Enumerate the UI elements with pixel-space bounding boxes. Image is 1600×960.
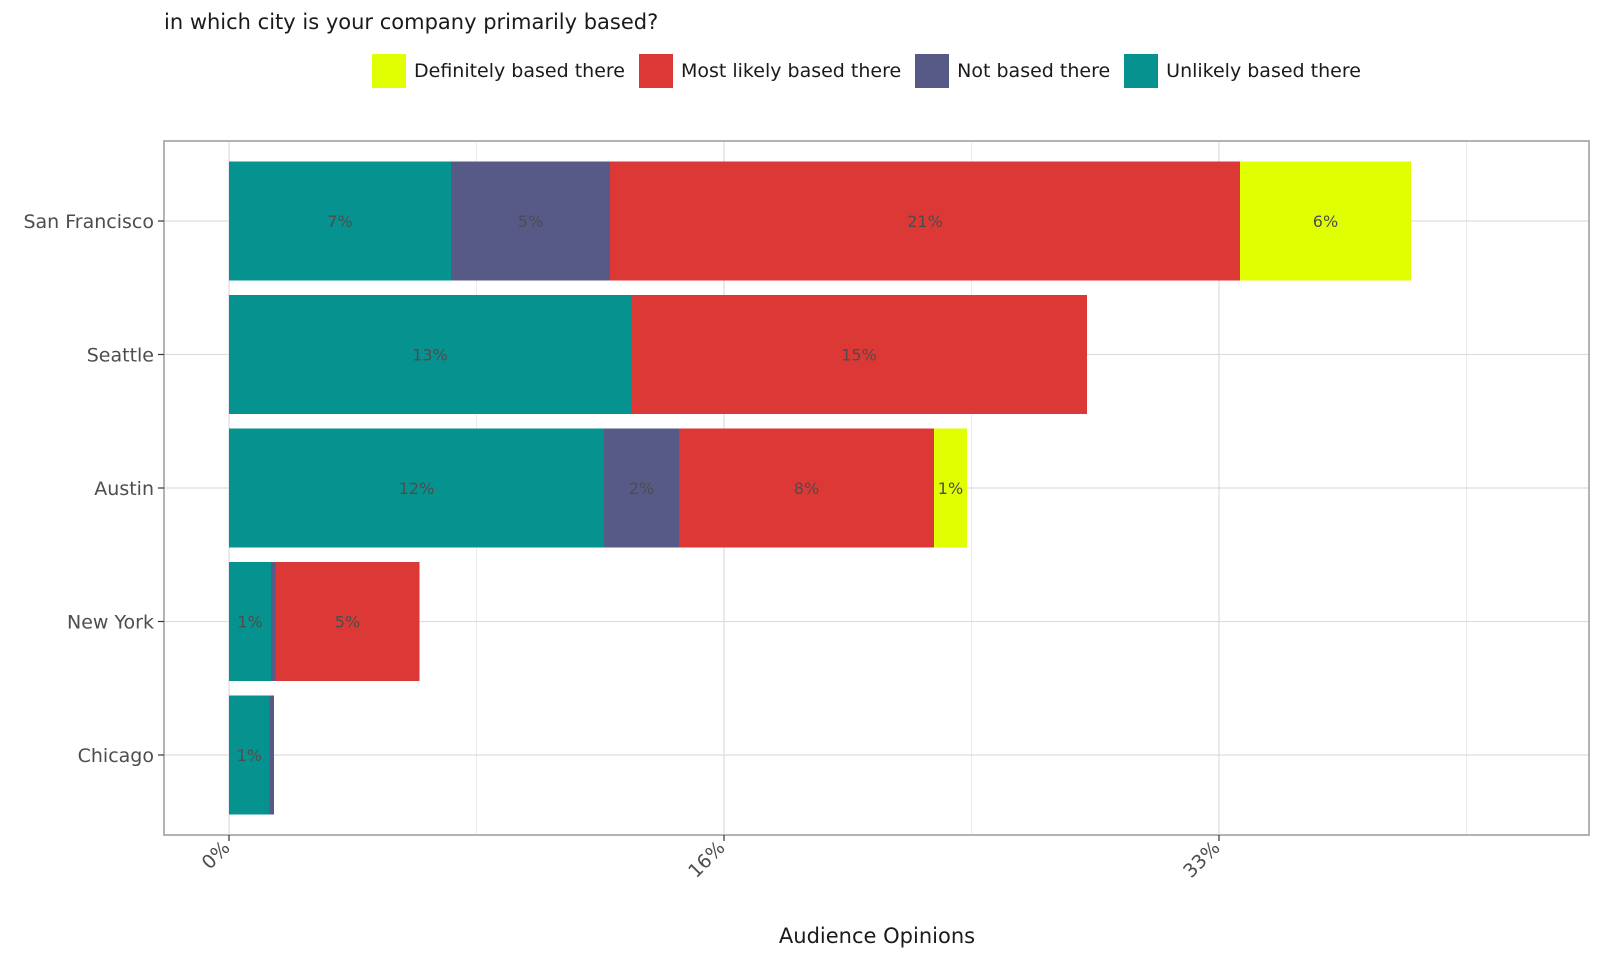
legend-swatch-definitely: [372, 54, 406, 88]
legend-item-not-based: Not based there: [915, 54, 1110, 88]
x-axis-title: Audience Opinions: [779, 924, 975, 948]
bar-label-austin-most-likely-based-there: 8%: [794, 479, 819, 498]
bar-san-francisco-unlikely-based-there: [229, 161, 451, 281]
bar-labels: 7% 5% 21% 6% 13% 15% 12% 2% 8% 1% 1% 5% 1%: [237, 212, 1339, 765]
bar-seattle-most-likely-based-there: [631, 295, 1087, 414]
bar-label-seattle-most-likely-based-there: 15%: [841, 346, 877, 365]
x-axis: 0% 16% 33%: [198, 835, 1225, 882]
chart-title: in which city is your company primarily …: [164, 10, 659, 34]
legend-swatch-most-likely: [638, 54, 673, 88]
y-tick-label-seattle: Seattle: [87, 345, 154, 367]
legend: Definitely based there Most likely based…: [372, 54, 1375, 88]
y-tick-label-chicago: Chicago: [78, 745, 154, 767]
x-tick-label: 16%: [684, 837, 729, 882]
bar-new-york-not-based-there: [271, 562, 276, 681]
legend-label-definitely: Definitely based there: [414, 60, 625, 82]
bar-label-austin-unlikely-based-there: 12%: [399, 479, 435, 498]
legend-swatch-unlikely: [1124, 54, 1159, 88]
bar-new-york-most-likely-based-there: [275, 562, 420, 681]
bar-label-chicago-unlikely-based-there: 1%: [237, 746, 262, 765]
bar-austin-definitely-based-there: [934, 428, 967, 548]
bar-label-san-francisco-not-based-there: 5%: [518, 212, 543, 231]
bar-label-san-francisco-most-likely-based-there: 21%: [907, 212, 943, 231]
legend-label-most-likely: Most likely based there: [680, 60, 902, 82]
bar-new-york-unlikely-based-there: [229, 562, 271, 681]
bar-san-francisco-not-based-there: [451, 161, 610, 281]
bars: [229, 161, 1411, 815]
bar-label-new-york-unlikely-based-there: 1%: [237, 613, 262, 632]
bar-chicago-not-based-there: [269, 695, 274, 815]
legend-label-unlikely: Unlikely based there: [1166, 60, 1361, 82]
bar-austin-most-likely-based-there: [679, 428, 934, 548]
bar-label-san-francisco-unlikely-based-there: 7%: [327, 212, 352, 231]
bar-austin-not-based-there: [604, 428, 679, 548]
bar-chicago-unlikely-based-there: [229, 695, 270, 815]
bar-san-francisco-most-likely-based-there: [610, 161, 1240, 281]
x-tick-label: 33%: [1179, 837, 1224, 882]
y-axis: San Francisco Seattle Austin New York Chicag…: [23, 211, 164, 767]
legend-item-most-likely: Most likely based there: [638, 54, 902, 88]
legend-swatch-not-based: [915, 54, 950, 88]
legend-label-not-based: Not based there: [957, 60, 1111, 82]
x-tick-label: 0%: [198, 837, 235, 874]
y-tick-label-new-york: New York: [67, 612, 154, 634]
bar-san-francisco-definitely-based-there: [1240, 161, 1411, 281]
bar-label-austin-definitely-based-there: 1%: [938, 479, 963, 498]
bar-label-austin-not-based-there: 2%: [629, 479, 654, 498]
legend-item-definitely: Definitely based there: [372, 54, 625, 88]
bar-austin-unlikely-based-there: [229, 428, 604, 548]
bar-label-new-york-most-likely-based-there: 5%: [335, 613, 360, 632]
y-tick-label-austin: Austin: [94, 478, 154, 500]
bar-label-seattle-unlikely-based-there: 13%: [412, 346, 448, 365]
legend-item-unlikely: Unlikely based there: [1124, 54, 1361, 88]
bar-seattle-unlikely-based-there: [229, 295, 631, 414]
bar-label-san-francisco-definitely-based-there: 6%: [1313, 212, 1338, 231]
y-tick-label-san-francisco: San Francisco: [23, 211, 154, 233]
